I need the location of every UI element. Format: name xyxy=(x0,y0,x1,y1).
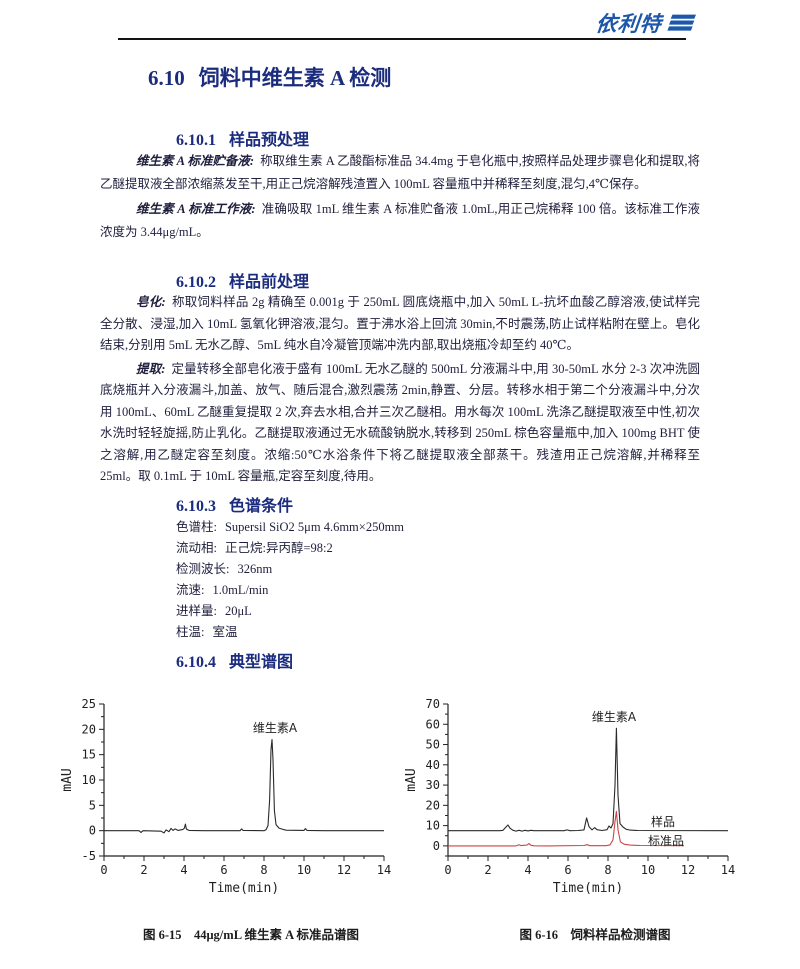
svg-text:Time(min): Time(min) xyxy=(553,881,623,896)
svg-text:0: 0 xyxy=(433,839,440,853)
section-title: 样品前处理 xyxy=(229,274,310,291)
condition-label: 色谱柱: xyxy=(176,520,217,534)
condition-value: 室温 xyxy=(212,625,238,639)
svg-text:10: 10 xyxy=(297,863,311,877)
paragraph-text: 准确吸取 1mL 维生素 A 标准贮备液 1.0mL,用正己烷稀释 100 倍。… xyxy=(100,202,701,239)
section-number: 6.10.3 xyxy=(176,498,216,515)
svg-text:10: 10 xyxy=(641,863,655,877)
condition-value: 20μL xyxy=(224,604,252,618)
svg-text:维生素A: 维生素A xyxy=(592,710,637,724)
figure-caption: 图 6-15 44μg/mL 维生素 A 标准品谱图 xyxy=(142,928,360,942)
condition-label: 流动相: xyxy=(176,541,217,555)
condition-row: 流动相: 正己烷:异丙醇=98:2 xyxy=(176,538,404,559)
section-number: 6.10.1 xyxy=(176,132,216,149)
condition-value: 1.0mL/min xyxy=(212,583,269,597)
svg-text:0: 0 xyxy=(100,863,107,877)
svg-text:标准品: 标准品 xyxy=(648,834,684,848)
svg-text:10: 10 xyxy=(426,819,440,833)
condition-label: 流速: xyxy=(176,583,205,597)
svg-text:6: 6 xyxy=(564,863,571,877)
condition-row: 色谱柱: Supersil SiO2 5μm 4.6mm×250mm xyxy=(176,517,404,538)
svg-text:70: 70 xyxy=(426,697,440,711)
paragraph: 提取: 定量转移全部皂化液于盛有 100mL 无水乙醚的 500mL 分液漏斗中,… xyxy=(100,359,700,488)
svg-text:30: 30 xyxy=(426,778,440,792)
logo-text: 依利特 xyxy=(594,13,664,36)
condition-label: 检测波长: xyxy=(176,562,230,576)
paragraph-text: 称取维生素 A 乙酸酯标准品 34.4mg 于皂化瓶中,按照样品处理步骤皂化和提… xyxy=(100,154,700,191)
svg-text:20: 20 xyxy=(82,722,96,736)
paragraph: 维生素 A 标准贮备液: 称取维生素 A 乙酸酯标准品 34.4mg 于皂化瓶中,… xyxy=(100,150,700,196)
svg-text:维生素A: 维生素A xyxy=(253,721,298,735)
condition-value: 正己烷:异丙醇=98:2 xyxy=(224,541,333,555)
svg-text:25: 25 xyxy=(82,697,96,711)
svg-text:2: 2 xyxy=(140,863,147,877)
condition-row: 进样量: 20μL xyxy=(176,601,404,622)
condition-row: 流速: 1.0mL/min xyxy=(176,580,404,601)
condition-row: 检测波长: 326nm xyxy=(176,559,404,580)
section-title: 色谱条件 xyxy=(229,498,294,515)
chromatography-conditions: 色谱柱: Supersil SiO2 5μm 4.6mm×250mm 流动相: 正己… xyxy=(176,517,404,643)
svg-text:4: 4 xyxy=(524,863,531,877)
paragraph-lead: 提取: xyxy=(136,361,166,376)
svg-text:4: 4 xyxy=(180,863,187,877)
svg-text:60: 60 xyxy=(426,717,440,731)
svg-text:20: 20 xyxy=(426,798,440,812)
section-6-10-2-body: 皂化: 称取饲料样品 2g 精确至 0.001g 于 250mL 圆底烧瓶中,加入… xyxy=(100,292,700,488)
svg-text:14: 14 xyxy=(377,863,391,877)
figure-sample: 0 2 4 6 8 10 12 14 0 10 20 30 40 50 60 70 Time(min) mAU 维生… xyxy=(402,688,742,943)
svg-text:15: 15 xyxy=(82,748,96,762)
svg-text:mAU: mAU xyxy=(60,768,75,791)
svg-text:mAU: mAU xyxy=(404,768,419,791)
chromatogram-standard-chart: 0 2 4 6 8 10 12 14 -5 0 5 10 15 20 25 Time(min) mAU 维生素A xyxy=(60,697,391,896)
svg-text:0: 0 xyxy=(89,824,96,838)
page-title: 6.10 饲料中维生素 A 检测 xyxy=(148,62,391,92)
svg-text:14: 14 xyxy=(721,863,735,877)
elite-logo: 依利特 xyxy=(594,8,696,38)
section-number: 6.10.2 xyxy=(176,274,216,291)
section-6-10-1-body: 维生素 A 标准贮备液: 称取维生素 A 乙酸酯标准品 34.4mg 于皂化瓶中,… xyxy=(100,150,700,244)
paragraph-text: 称取饲料样品 2g 精确至 0.001g 于 250mL 圆底烧瓶中,加入 50… xyxy=(100,295,701,352)
paragraph-lead: 维生素 A 标准工作液: xyxy=(136,202,256,216)
condition-value: Supersil SiO2 5μm 4.6mm×250mm xyxy=(224,520,405,534)
svg-text:10: 10 xyxy=(82,773,96,787)
paragraph-lead: 维生素 A 标准贮备液: xyxy=(136,154,255,168)
paragraph-text: 定量转移全部皂化液于盛有 100mL 无水乙醚的 500mL 分液漏斗中,用 3… xyxy=(100,361,700,484)
section-title: 典型谱图 xyxy=(229,654,294,671)
condition-label: 柱温: xyxy=(176,625,205,639)
section-heading-6-10-3: 6.10.3 色谱条件 xyxy=(176,492,293,516)
svg-text:-5: -5 xyxy=(82,849,96,863)
header-rule xyxy=(118,38,686,40)
condition-label: 进样量: xyxy=(176,604,217,618)
condition-row: 柱温: 室温 xyxy=(176,622,404,643)
condition-value: 326nm xyxy=(237,562,273,576)
svg-text:12: 12 xyxy=(681,863,695,877)
svg-text:5: 5 xyxy=(89,798,96,812)
paragraph: 皂化: 称取饲料样品 2g 精确至 0.001g 于 250mL 圆底烧瓶中,加入… xyxy=(100,292,700,357)
paragraph: 维生素 A 标准工作液: 准确吸取 1mL 维生素 A 标准贮备液 1.0mL,用… xyxy=(100,198,700,244)
logo-stripes-icon xyxy=(667,14,696,31)
svg-text:50: 50 xyxy=(426,738,440,752)
figures-row: 0 2 4 6 8 10 12 14 -5 0 5 10 15 20 25 Time(min) mAU 维生素A … xyxy=(0,688,800,943)
section-title: 样品预处理 xyxy=(229,132,310,149)
svg-text:8: 8 xyxy=(604,863,611,877)
svg-text:6: 6 xyxy=(220,863,227,877)
title-number: 6.10 xyxy=(148,66,185,90)
section-heading-6-10-1: 6.10.1 样品预处理 xyxy=(176,126,309,150)
section-heading-6-10-2: 6.10.2 样品前处理 xyxy=(176,268,309,292)
svg-text:12: 12 xyxy=(337,863,351,877)
section-heading-6-10-4: 6.10.4 典型谱图 xyxy=(176,648,293,672)
title-text: 饲料中维生素 A 检测 xyxy=(198,66,392,90)
paragraph-lead: 皂化: xyxy=(136,295,166,309)
figure-caption: 图 6-16 饲料样品检测谱图 xyxy=(519,928,671,942)
svg-text:8: 8 xyxy=(260,863,267,877)
section-number: 6.10.4 xyxy=(176,654,216,671)
svg-text:2: 2 xyxy=(484,863,491,877)
svg-text:Time(min): Time(min) xyxy=(209,881,279,896)
svg-text:0: 0 xyxy=(444,863,451,877)
figure-standard: 0 2 4 6 8 10 12 14 -5 0 5 10 15 20 25 Time(min) mAU 维生素A … xyxy=(58,688,398,943)
svg-text:样品: 样品 xyxy=(651,814,675,829)
svg-text:40: 40 xyxy=(426,758,440,772)
chromatogram-sample-chart: 0 2 4 6 8 10 12 14 0 10 20 30 40 50 60 70 Time(min) mAU 维生… xyxy=(404,697,735,896)
